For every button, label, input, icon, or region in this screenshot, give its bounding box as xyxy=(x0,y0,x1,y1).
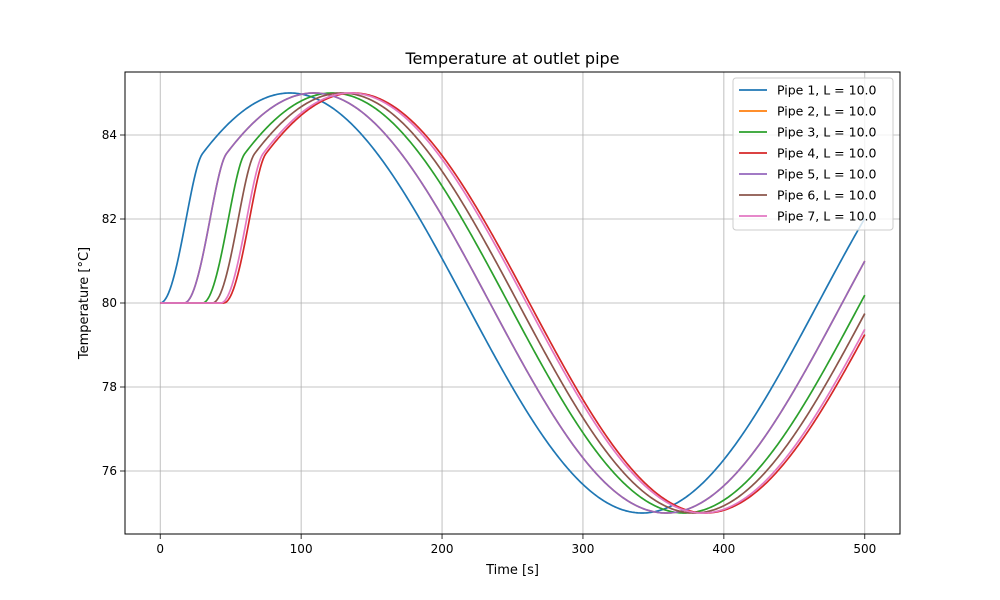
legend-label: Pipe 3, L = 10.0 xyxy=(777,125,876,140)
x-tick-label: 100 xyxy=(290,542,313,556)
axis-ticks: 0 100 200 300 400 500 76 78 80 82 84 xyxy=(102,128,877,556)
x-tick-label: 400 xyxy=(712,542,735,556)
legend: Pipe 1, L = 10.0 Pipe 2, L = 10.0 Pipe 3, … xyxy=(732,77,894,231)
legend-label: Pipe 6, L = 10.0 xyxy=(777,188,876,203)
x-tick-label: 300 xyxy=(572,542,595,556)
legend-label: Pipe 2, L = 10.0 xyxy=(777,104,876,119)
series-lines xyxy=(160,92,866,514)
y-tick-label: 76 xyxy=(102,464,117,478)
series-line-pipe-6 xyxy=(160,92,866,514)
series-line-pipe-4 xyxy=(160,92,866,514)
x-tick-label: 200 xyxy=(431,542,454,556)
legend-label: Pipe 7, L = 10.0 xyxy=(777,209,876,224)
legend-label: Pipe 1, L = 10.0 xyxy=(777,83,876,98)
legend-label: Pipe 4, L = 10.0 xyxy=(777,146,876,161)
x-axis-label: Time [s] xyxy=(485,563,539,578)
chart-title: Temperature at outlet pipe xyxy=(404,49,619,68)
y-tick-label: 84 xyxy=(102,128,117,142)
y-axis-label: Temperature [°C] xyxy=(77,247,92,360)
series-line-pipe-5 xyxy=(160,92,866,514)
legend-label: Pipe 5, L = 10.0 xyxy=(777,167,876,182)
series-line-pipe-7 xyxy=(160,92,866,514)
y-tick-label: 78 xyxy=(102,380,117,394)
series-line-pipe-1 xyxy=(160,92,866,514)
y-tick-label: 82 xyxy=(102,212,117,226)
legend-box xyxy=(732,77,894,231)
series-line-pipe-3 xyxy=(160,92,866,514)
x-tick-label: 0 xyxy=(156,542,164,556)
y-tick-label: 80 xyxy=(102,296,117,310)
x-tick-label: 500 xyxy=(853,542,876,556)
